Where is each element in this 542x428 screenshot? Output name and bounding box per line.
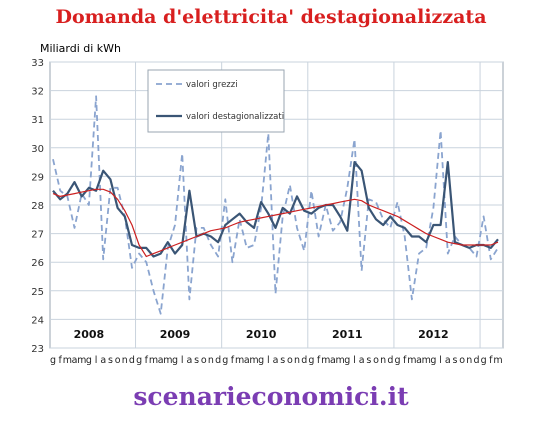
x-tick-label: o	[459, 355, 465, 366]
x-tick-label: n	[466, 355, 472, 366]
x-tick-label: d	[215, 355, 221, 366]
x-tick-label: g	[50, 355, 56, 366]
x-tick-label: a	[359, 355, 365, 366]
x-tick-label: g	[258, 355, 264, 366]
x-tick-label: l	[267, 355, 270, 366]
y-tick-label: 29	[31, 172, 44, 183]
x-tick-label: m	[493, 355, 502, 366]
x-tick-label: f	[58, 355, 62, 366]
x-tick-label: o	[115, 355, 121, 366]
x-tick-label: d	[129, 355, 135, 366]
x-tick-label: g	[86, 355, 92, 366]
x-tick-label: f	[145, 355, 149, 366]
x-tick-label: m	[163, 355, 172, 366]
x-tick-label: s	[108, 355, 113, 366]
year-label: 2011	[332, 328, 363, 341]
x-tick-label: m	[149, 355, 158, 366]
x-tick-label: s	[452, 355, 457, 366]
x-tick-label: f	[231, 355, 235, 366]
x-tick-label: a	[244, 355, 250, 366]
legend-label: valori grezzi	[186, 80, 238, 90]
year-label: 2008	[74, 328, 105, 341]
footer-site-name: scenarieconomici.it	[133, 382, 409, 411]
series-line-2	[52, 161, 499, 258]
x-tick-label: l	[439, 355, 442, 366]
year-label: 2009	[160, 328, 191, 341]
y-tick-label: 33	[31, 58, 44, 69]
x-tick-label: m	[63, 355, 72, 366]
x-tick-label: m	[321, 355, 330, 366]
x-tick-label: d	[473, 355, 479, 366]
x-tick-label: l	[95, 355, 98, 366]
y-tick-label: 26	[31, 258, 44, 269]
x-tick-label: g	[344, 355, 350, 366]
x-tick-label: o	[373, 355, 379, 366]
x-tick-label: l	[353, 355, 356, 366]
y-axis-label: Miliardi di kWh	[40, 42, 122, 55]
x-tick-label: s	[366, 355, 371, 366]
y-tick-label: 27	[31, 230, 44, 241]
x-tick-label: m	[235, 355, 244, 366]
x-tick-label: s	[194, 355, 199, 366]
x-tick-label: g	[308, 355, 314, 366]
x-tick-label: d	[387, 355, 393, 366]
x-tick-label: n	[294, 355, 300, 366]
y-tick-label: 28	[31, 201, 44, 212]
x-tick-label: o	[201, 355, 207, 366]
x-tick-label: f	[403, 355, 407, 366]
x-tick-label: f	[489, 355, 493, 366]
x-tick-label: m	[249, 355, 258, 366]
x-tick-label: n	[380, 355, 386, 366]
x-tick-label: g	[222, 355, 228, 366]
x-tick-label: g	[136, 355, 142, 366]
x-tick-label: n	[122, 355, 128, 366]
x-tick-label: f	[317, 355, 321, 366]
x-tick-label: l	[181, 355, 184, 366]
x-tick-label: m	[77, 355, 86, 366]
year-label: 2012	[418, 328, 449, 341]
x-tick-label: m	[407, 355, 416, 366]
x-tick-label: o	[287, 355, 293, 366]
series-line-3	[52, 188, 499, 258]
x-tick-label: g	[395, 355, 401, 366]
x-tick-label: d	[301, 355, 307, 366]
x-tick-label: g	[481, 355, 487, 366]
y-tick-label: 31	[31, 115, 44, 126]
x-tick-label: g	[172, 355, 178, 366]
x-tick-label: m	[422, 355, 431, 366]
x-tick-label: a	[100, 355, 106, 366]
x-tick-label: g	[430, 355, 436, 366]
x-tick-label: n	[208, 355, 214, 366]
legend-label: valori destagionalizzati	[186, 112, 284, 122]
chart-title: Domanda d'elettricita' destagionalizzata	[55, 6, 487, 28]
legend-box	[147, 69, 285, 133]
y-tick-label: 23	[31, 344, 44, 355]
y-tick-label: 25	[31, 287, 44, 298]
year-label: 2010	[246, 328, 277, 341]
x-tick-label: a	[72, 355, 78, 366]
x-tick-label: a	[445, 355, 451, 366]
series-line-1	[52, 95, 499, 315]
x-tick-label: s	[280, 355, 285, 366]
x-tick-label: a	[330, 355, 336, 366]
x-tick-label: a	[186, 355, 192, 366]
y-tick-label: 32	[31, 87, 44, 98]
x-tick-label: a	[273, 355, 279, 366]
y-tick-label: 30	[31, 144, 44, 155]
x-tick-label: a	[158, 355, 164, 366]
x-tick-label: a	[416, 355, 422, 366]
y-tick-label: 24	[31, 315, 44, 326]
x-tick-label: m	[335, 355, 344, 366]
